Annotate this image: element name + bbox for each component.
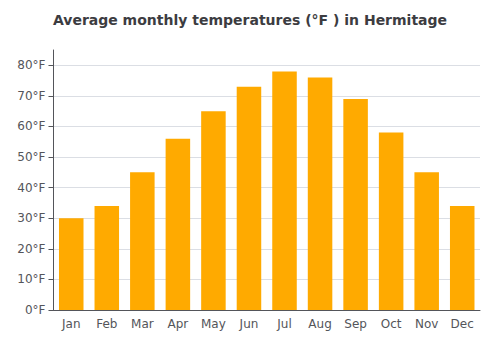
svg-text:Jan: Jan — [61, 317, 81, 331]
svg-text:Apr: Apr — [167, 317, 188, 331]
svg-text:Aug: Aug — [308, 317, 331, 331]
svg-text:50°F: 50°F — [17, 150, 45, 164]
svg-text:0°F: 0°F — [25, 303, 46, 317]
svg-text:20°F: 20°F — [17, 242, 45, 256]
svg-text:Jun: Jun — [239, 317, 259, 331]
svg-text:80°F: 80°F — [17, 58, 45, 72]
svg-text:Average monthly temperatures (: Average monthly temperatures (°F ) in He… — [53, 12, 447, 28]
svg-text:Sep: Sep — [344, 317, 367, 331]
svg-text:Dec: Dec — [451, 317, 474, 331]
svg-text:60°F: 60°F — [17, 119, 45, 133]
svg-text:40°F: 40°F — [17, 181, 45, 195]
svg-text:Feb: Feb — [96, 317, 117, 331]
svg-text:30°F: 30°F — [17, 211, 45, 225]
svg-text:Jul: Jul — [276, 317, 291, 331]
svg-text:Mar: Mar — [131, 317, 154, 331]
svg-text:Oct: Oct — [381, 317, 402, 331]
svg-text:10°F: 10°F — [17, 272, 45, 286]
svg-text:Nov: Nov — [415, 317, 438, 331]
svg-text:May: May — [201, 317, 226, 331]
svg-text:70°F: 70°F — [17, 89, 45, 103]
